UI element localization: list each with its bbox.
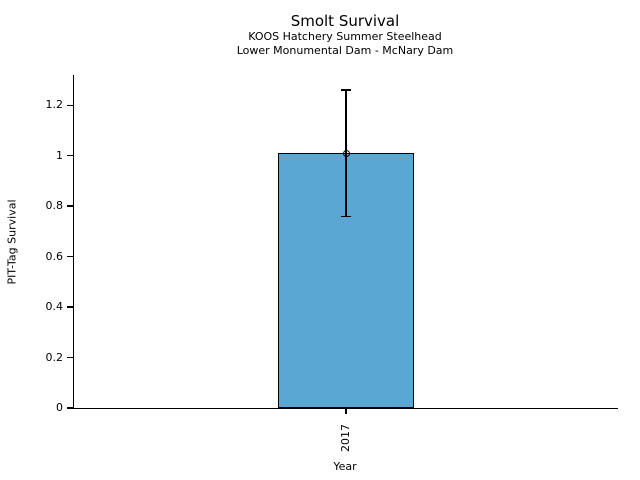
plot-area: 0 0.2 0.4 0.6 0.8 1 1.2 2017 — [46, 75, 618, 452]
y-tick-label: 0.4 — [45, 300, 64, 314]
error-bar-cap-bottom — [341, 215, 351, 218]
y-tick-mark — [66, 306, 73, 308]
y-tick-mark — [66, 255, 73, 258]
y-tick-label: 0 — [56, 401, 63, 414]
x-tick-mark — [345, 409, 347, 414]
y-tick-label: 0.6 — [45, 249, 64, 263]
chart-title: Smolt Survival — [290, 12, 400, 30]
y-tick-label: 1 — [56, 148, 63, 162]
y-tick-mark — [66, 407, 73, 409]
chart-subtitle-line2: Lower Monumental Dam - McNary Dam — [236, 44, 454, 57]
y-axis-label: PIT-Tag Survival — [5, 199, 19, 285]
y-tick-mark — [66, 154, 73, 157]
y-tick-mark — [66, 205, 73, 207]
chart-subtitle-line1: KOOS Hatchery Summer Steelhead — [248, 30, 442, 43]
data-point-marker — [342, 149, 350, 157]
y-tick-mark — [66, 104, 73, 107]
error-bar-cap-top — [341, 89, 351, 91]
y-tick-label: 1.2 — [45, 98, 64, 112]
x-axis-label: Year — [333, 460, 357, 473]
y-tick-label: 0.2 — [45, 350, 64, 364]
y-tick-mark — [66, 356, 73, 359]
y-tick-label: 0.8 — [45, 199, 64, 213]
x-tick-label: 2017 — [339, 424, 352, 452]
